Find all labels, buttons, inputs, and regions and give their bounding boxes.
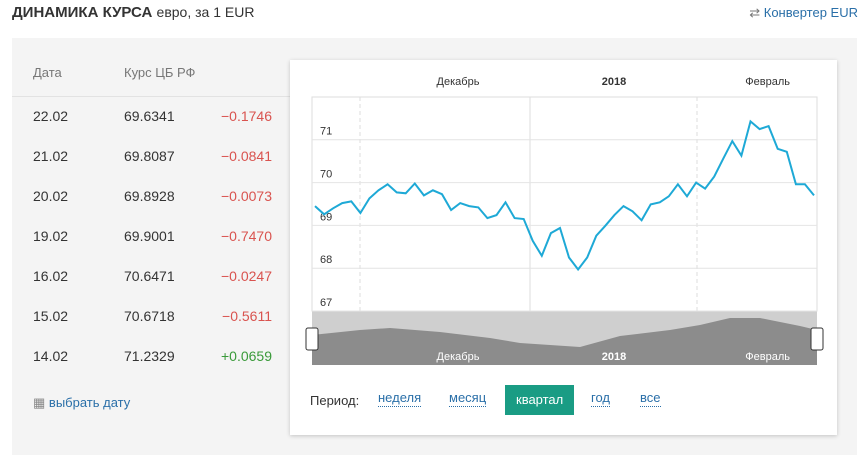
change: −0.0073	[221, 188, 272, 204]
converter-link[interactable]: ⇄ Конвертер EUR	[749, 5, 858, 20]
date: 16.02	[33, 268, 69, 284]
header: ДИНАМИКА КУРСА евро, за 1 EUR	[12, 4, 254, 21]
rate: 71.2329	[124, 348, 175, 364]
period-label: Декабрь	[437, 76, 480, 88]
date: 20.02	[33, 188, 69, 204]
navigator-label: Февраль	[745, 351, 790, 363]
y-tick-label: 68	[320, 254, 332, 266]
column-header: Курс ЦБ РФ	[124, 65, 196, 80]
plot-frame	[311, 96, 818, 312]
period-option[interactable]: неделя	[378, 390, 422, 407]
pick-date[interactable]: ▦ выбрать дату	[33, 395, 131, 410]
converter-text[interactable]: Конвертер EUR	[763, 5, 858, 20]
chart: Декабрь 2018 Февраль Декабрь 2018 Февраль 67 68…	[305, 76, 824, 365]
rate: 69.8087	[124, 148, 175, 164]
change: −0.7470	[221, 228, 272, 244]
price-line	[314, 119, 815, 272]
rate: 69.8928	[124, 188, 175, 204]
navigator-handle[interactable]	[305, 327, 319, 351]
rate: 70.6718	[124, 308, 175, 324]
pick-date-text[interactable]: выбрать дату	[48, 395, 131, 410]
period-label: Февраль	[745, 76, 790, 88]
navigator-label: 2018	[602, 351, 626, 363]
y-tick-label: 67	[320, 297, 332, 309]
rate: 69.6341	[124, 108, 175, 124]
date: 15.02	[33, 308, 69, 324]
date: 22.02	[33, 108, 69, 124]
date: 21.02	[33, 148, 69, 164]
period-label: Период:	[310, 393, 360, 408]
column-header: Дата	[33, 65, 62, 80]
date: 19.02	[33, 228, 69, 244]
rate: 69.9001	[124, 228, 175, 244]
period-option[interactable]: все	[640, 390, 661, 407]
subtitle: евро, за 1 EUR	[156, 4, 255, 20]
y-tick-label: 71	[320, 126, 332, 138]
title: ДИНАМИКА КУРСА	[12, 4, 153, 21]
chart-card: Декабрь 2018 Февраль Декабрь 2018 Февраль 67 68…	[290, 60, 837, 435]
period-option[interactable]: год	[591, 390, 610, 407]
period-option[interactable]: квартал	[505, 385, 575, 415]
y-tick-label: 70	[320, 169, 332, 181]
divider	[12, 96, 290, 97]
change: −0.0247	[221, 268, 272, 284]
navigator-label: Декабрь	[437, 351, 480, 363]
navigator-area	[312, 318, 817, 365]
change: −0.0841	[221, 148, 272, 164]
period-label: 2018	[602, 76, 626, 88]
rate: 70.6471	[124, 268, 175, 284]
change: −0.1746	[221, 108, 272, 124]
date: 14.02	[33, 348, 69, 364]
navigator-handle[interactable]	[810, 327, 824, 351]
change: −0.5611	[222, 308, 272, 324]
change: +0.0659	[221, 348, 272, 364]
period-option[interactable]: месяц	[449, 390, 487, 407]
